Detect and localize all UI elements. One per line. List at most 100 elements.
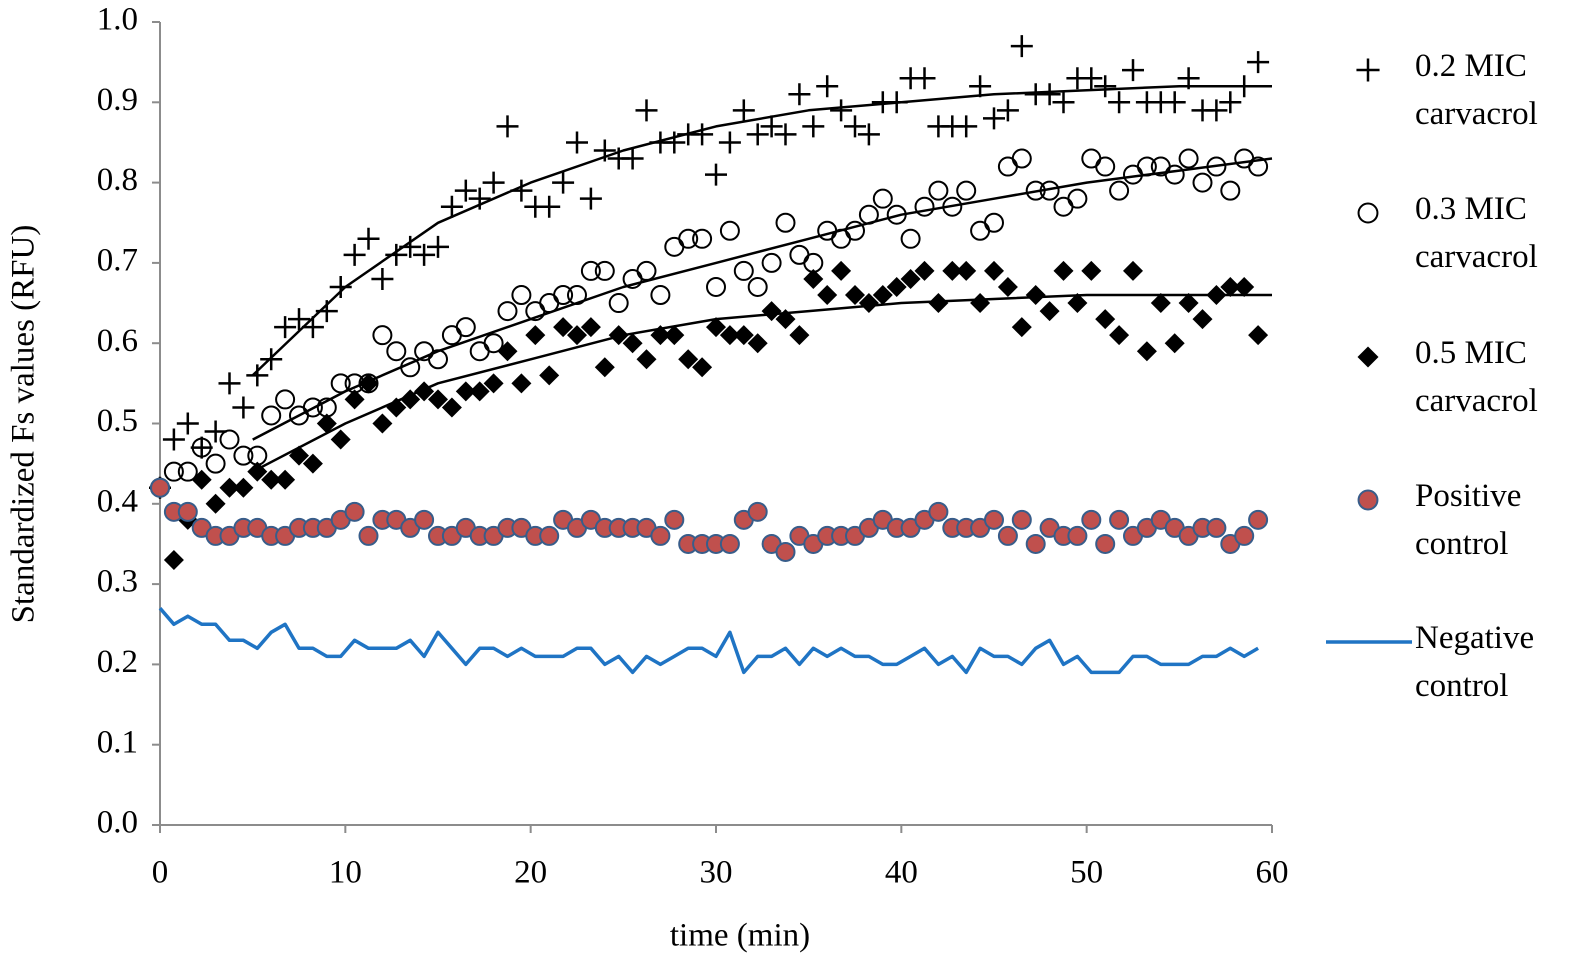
plus-marker: [232, 396, 255, 419]
plus-marker: [204, 420, 227, 443]
filled-circle-marker: [775, 541, 796, 562]
plus-marker: [357, 227, 380, 250]
plus-marker: [190, 436, 213, 459]
open-circle-marker: [511, 285, 532, 306]
diamond-marker: [1081, 260, 1102, 281]
y-axis-title: Standardized Fs values (RFU): [6, 225, 42, 624]
x-tick-label: 40: [885, 855, 918, 891]
filled-circle-marker: [650, 525, 671, 546]
diamond-marker: [1011, 317, 1032, 338]
plus-marker: [454, 179, 477, 202]
diamond-marker: [1095, 309, 1116, 330]
filled-circle-marker: [150, 477, 170, 498]
plus-marker: [440, 195, 463, 218]
filled-circle-marker: [719, 533, 740, 554]
open-circle-marker: [845, 220, 865, 241]
plus-marker: [969, 75, 992, 98]
x-tick-label: 0: [152, 855, 169, 891]
diamond-marker: [1164, 333, 1185, 354]
open-circle-marker: [386, 341, 407, 362]
trendline: [252, 293, 1272, 473]
plus-marker: [996, 99, 1019, 122]
diamond-marker: [970, 293, 991, 314]
diamond-marker: [205, 493, 226, 514]
open-circle-marker: [191, 437, 212, 458]
open-circle-marker: [1109, 180, 1130, 201]
open-circle-marker: [775, 212, 796, 233]
plus-marker: [746, 123, 769, 146]
open-circle-marker: [469, 341, 490, 362]
diamond-marker: [428, 389, 448, 410]
open-circle-marker: [1053, 196, 1074, 217]
x-tick-label: 20: [514, 855, 547, 891]
plus-marker: [955, 115, 978, 138]
plus-marker: [774, 123, 797, 146]
open-circle-marker: [372, 325, 393, 346]
diamond-marker: [525, 325, 546, 346]
filled-circle-marker: [928, 501, 949, 522]
diamond-marker: [302, 453, 323, 474]
open-circle-marker: [664, 236, 685, 257]
filled-circle-marker: [1011, 509, 1032, 530]
open-circle-marker: [1067, 188, 1088, 209]
plus-marker: [1219, 91, 1242, 114]
diamond-marker: [580, 317, 601, 338]
plus-marker: [218, 372, 241, 395]
y-tick-label: 0.5: [97, 403, 138, 439]
plus-marker: [1233, 75, 1256, 98]
legend-label: Negative control: [1415, 620, 1534, 704]
diamond-marker: [956, 260, 977, 281]
plus-marker: [1163, 91, 1186, 114]
open-circle-marker: [831, 228, 852, 249]
plus-marker: [1010, 35, 1033, 58]
plus-marker: [663, 131, 686, 154]
plus-marker: [468, 187, 491, 210]
plus-marker: [1205, 99, 1228, 122]
plus-marker: [760, 115, 783, 138]
diamond-marker: [803, 268, 824, 289]
diamond-marker: [1192, 309, 1213, 330]
open-circle-marker: [1025, 180, 1046, 201]
diamond-marker: [858, 293, 879, 314]
plus-marker: [260, 348, 283, 371]
plus-marker: [579, 187, 602, 210]
filled-circle-marker: [539, 525, 560, 546]
diamond-marker: [817, 285, 838, 306]
open-circle-marker: [1081, 148, 1102, 169]
open-circle-marker: [956, 180, 977, 201]
open-circle-marker: [177, 461, 198, 482]
trendline: [252, 157, 1273, 441]
diamond-marker: [1357, 346, 1379, 368]
filled-circle-marker: [414, 509, 435, 530]
open-circle-marker: [275, 389, 296, 410]
diamond-marker: [1136, 341, 1157, 362]
filled-circle-marker: [344, 501, 365, 522]
open-circle-marker: [914, 196, 935, 217]
plus-marker: [1247, 51, 1270, 74]
y-tick-label: 0.1: [97, 724, 138, 760]
open-circle-marker: [567, 285, 587, 306]
plus-marker: [496, 115, 519, 138]
filled-circle-marker: [1234, 525, 1255, 546]
diamond-marker: [886, 276, 907, 297]
open-circle-marker: [483, 333, 504, 354]
open-circle-marker: [441, 325, 462, 346]
open-circle-marker: [692, 228, 713, 249]
diamond-marker: [761, 301, 782, 322]
plus-marker: [288, 308, 310, 331]
plus-marker: [176, 412, 199, 435]
diamond-marker: [719, 325, 740, 346]
filled-circle-marker: [1095, 533, 1116, 554]
diamond-marker: [400, 389, 421, 410]
plus-marker: [1094, 75, 1117, 98]
open-circle-marker: [608, 293, 629, 314]
y-tick-label: 0.3: [97, 564, 138, 600]
plus-marker: [635, 99, 658, 122]
diamond-marker: [775, 309, 796, 330]
diamond-marker: [1248, 325, 1269, 346]
diamond-marker: [650, 325, 671, 346]
plus-marker: [1177, 67, 1200, 90]
plus-marker: [705, 163, 727, 186]
plus-marker: [1080, 67, 1103, 90]
open-circle-marker: [1248, 156, 1269, 177]
